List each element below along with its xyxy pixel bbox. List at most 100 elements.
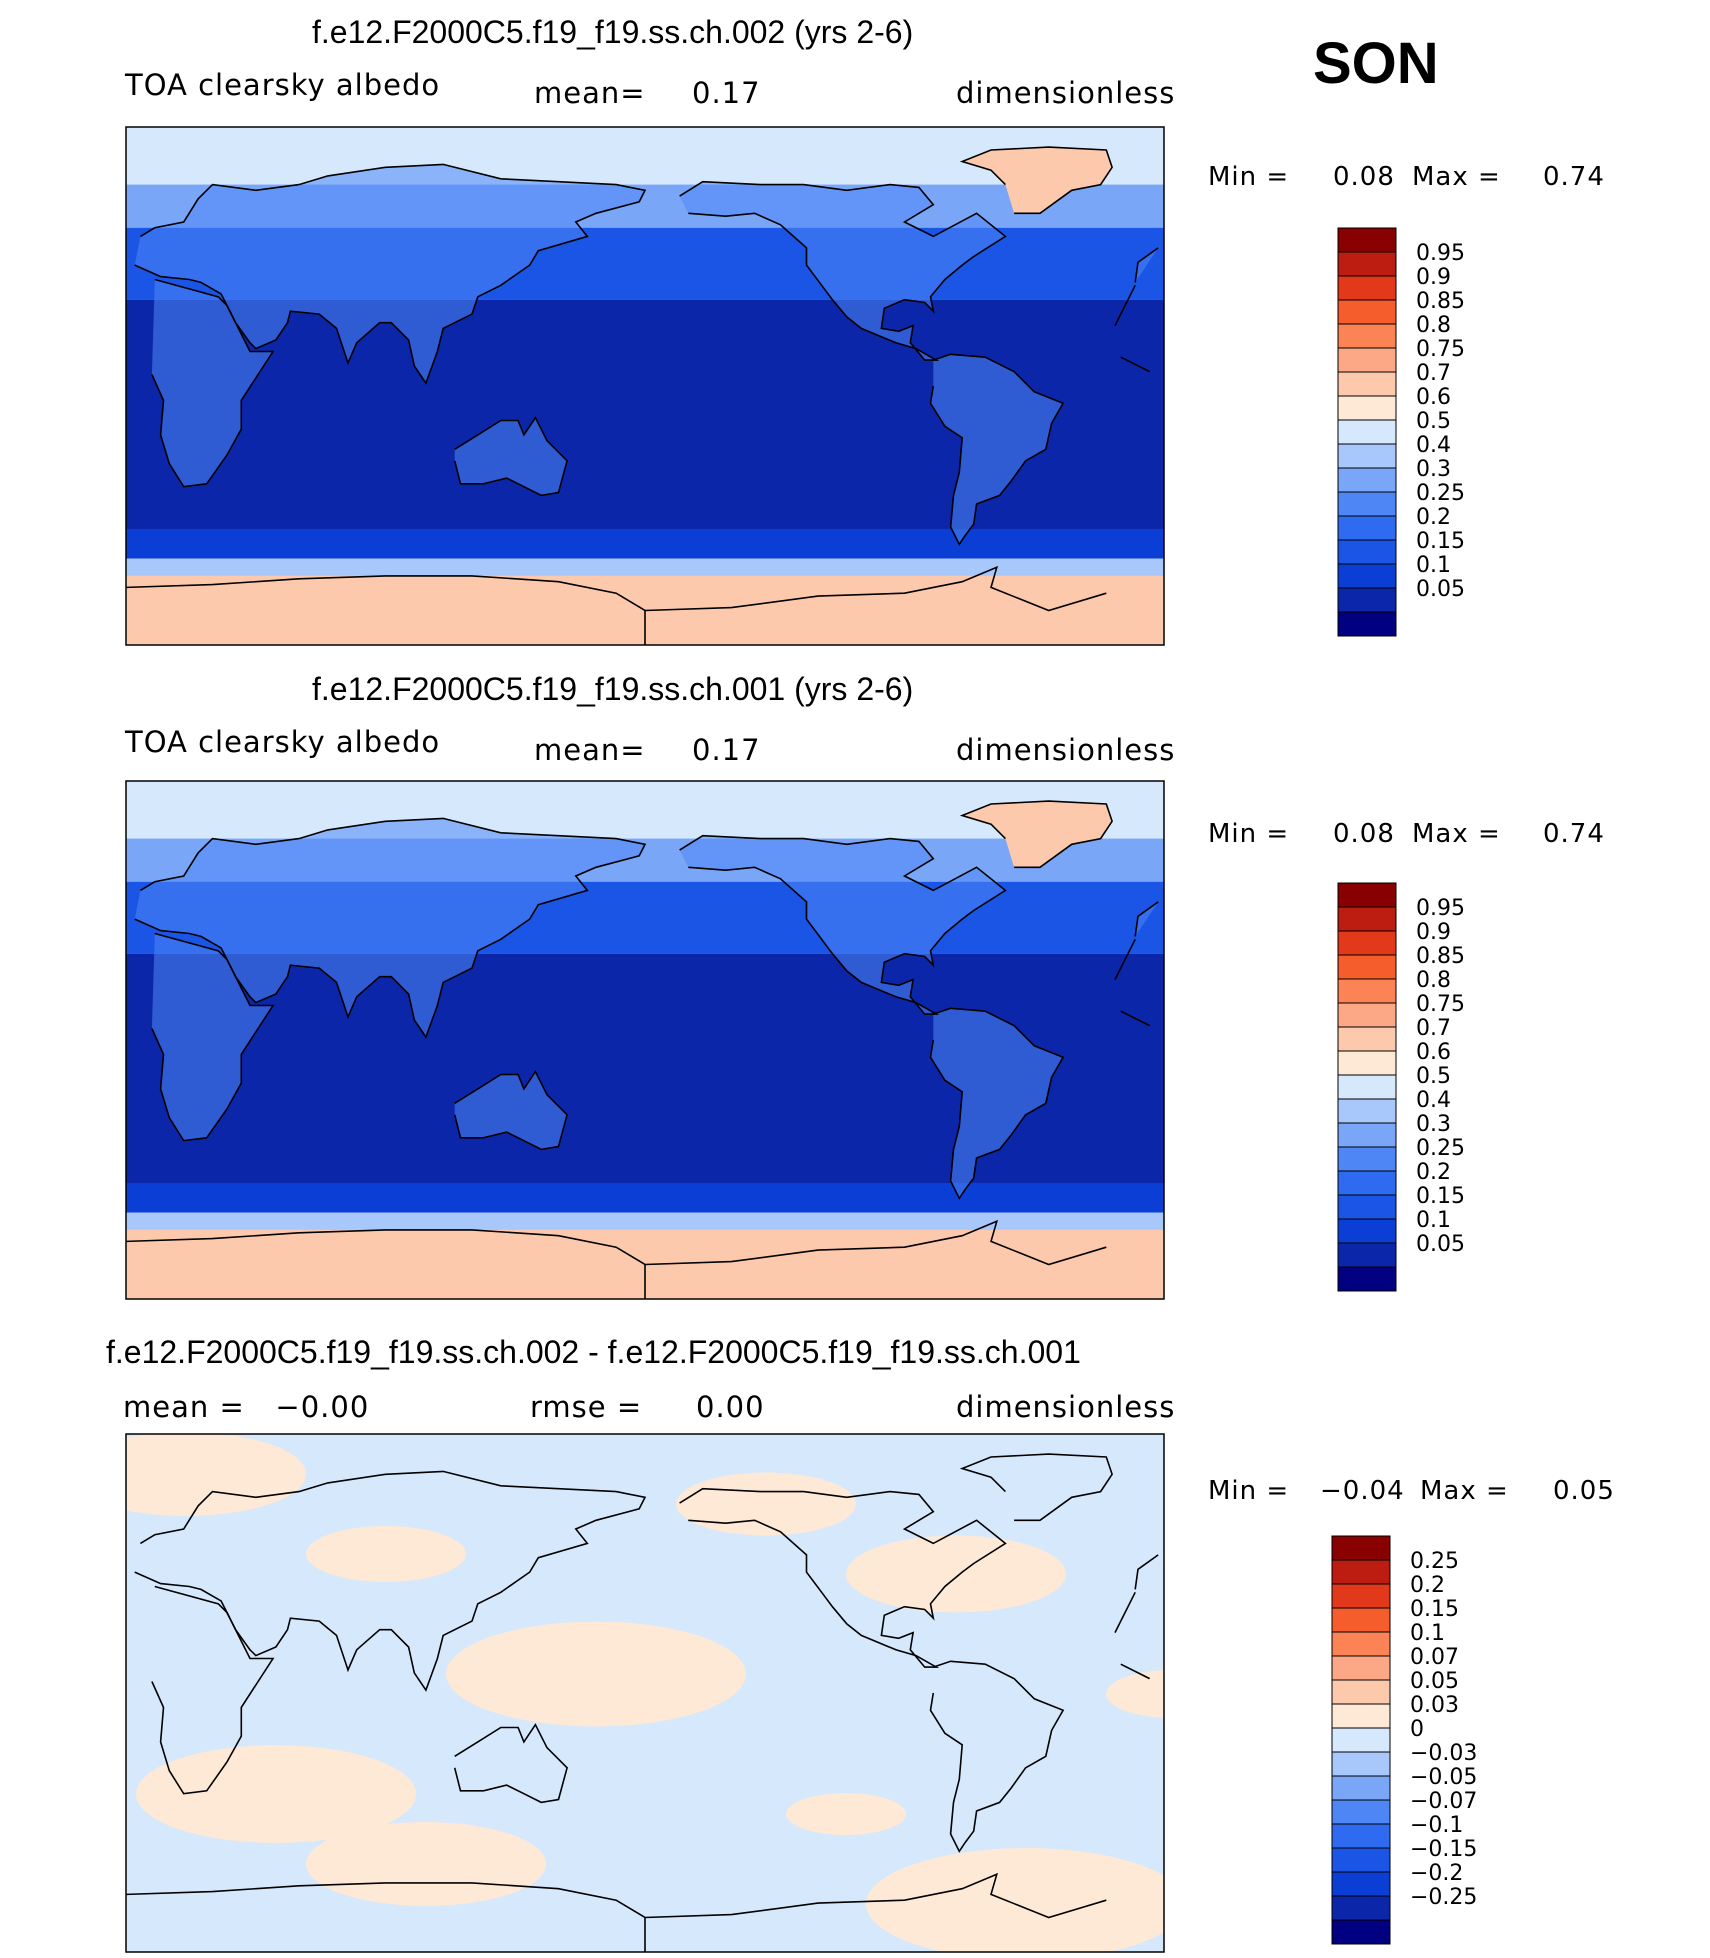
coastline-australia	[453, 1723, 568, 1804]
map-frame-2	[125, 780, 1165, 1300]
colorbar-swatch	[1337, 906, 1397, 932]
map-frame-1	[125, 126, 1165, 646]
land-field-australia	[454, 417, 568, 496]
colorbar-tick-label: 0.6	[1416, 385, 1451, 410]
panel-3-min-value: −0.04	[1320, 1476, 1405, 1506]
colorbar-tick-label: 0.15	[1410, 1597, 1459, 1622]
panel-3-rmse-label: rmse =	[530, 1390, 643, 1424]
colorbar-swatch	[1331, 1727, 1391, 1753]
colorbar-swatch	[1337, 1074, 1397, 1100]
colorbar-swatch	[1337, 515, 1397, 541]
colorbar-swatch	[1331, 1535, 1391, 1561]
coastline-antarctica	[126, 1872, 1107, 1952]
panel-1-min-label: Min =	[1208, 162, 1290, 192]
colorbar-swatch	[1331, 1703, 1391, 1729]
colorbar-swatch	[1331, 1823, 1391, 1849]
colorbar-tick-label: 0.85	[1416, 944, 1465, 969]
panel-2-variable: TOA clearsky albedo	[125, 725, 441, 759]
colorbar-tick-label: 0.05	[1416, 1232, 1465, 1257]
panel-1-min-value: 0.08	[1333, 162, 1395, 192]
diff-patch	[126, 1434, 306, 1516]
panel-3-units: dimensionless	[956, 1390, 1176, 1424]
diff-patch	[866, 1848, 1164, 1952]
map-panel-2	[125, 780, 1165, 1300]
colorbar-swatch	[1337, 539, 1397, 565]
coastline-australia	[453, 416, 568, 497]
panel-2-units: dimensionless	[956, 733, 1176, 767]
colorbar-swatch	[1337, 467, 1397, 493]
colorbar-swatch	[1331, 1895, 1391, 1921]
colorbar-swatch	[1331, 1559, 1391, 1585]
colorbar-tick-label: 0.5	[1416, 1064, 1451, 1089]
panel-2-title: f.e12.F2000C5.f19_f19.ss.ch.001 (yrs 2-6…	[312, 671, 914, 707]
colorbar-swatch	[1331, 1607, 1391, 1633]
colorbar-tick-label: −0.07	[1410, 1789, 1477, 1814]
field-band	[126, 529, 1164, 559]
colorbar-1: 0.950.90.850.80.750.70.60.50.40.30.250.2…	[1337, 227, 1465, 637]
colorbar-swatch	[1337, 1170, 1397, 1196]
colorbar-swatch	[1337, 275, 1397, 301]
colorbar-swatch	[1337, 371, 1397, 397]
land-field-s-america	[930, 1008, 1064, 1199]
colorbar-tick-label: −0.15	[1410, 1837, 1477, 1862]
colorbar-swatch	[1337, 1122, 1397, 1148]
colorbar-tick-label: −0.25	[1410, 1885, 1477, 1910]
colorbar-swatch	[1331, 1751, 1391, 1777]
field-band	[126, 1183, 1164, 1213]
panel-1-max-value: 0.74	[1543, 162, 1605, 192]
coastline-eurasia	[134, 817, 1159, 1039]
colorbar-tick-label: 0.03	[1410, 1693, 1459, 1718]
colorbar-tick-label: 0.75	[1416, 337, 1465, 362]
panel-2-mean-label: mean=	[534, 733, 646, 767]
colorbar-tick-label: 0.1	[1410, 1621, 1445, 1646]
coastline-antarctica	[126, 565, 1107, 645]
colorbar-tick-label: 0.6	[1416, 1040, 1451, 1065]
colorbar-tick-label: −0.1	[1410, 1813, 1463, 1838]
colorbar-swatch	[1331, 1799, 1391, 1825]
colorbar-tick-label: −0.05	[1410, 1765, 1477, 1790]
colorbar-swatch	[1337, 1146, 1397, 1172]
panel-1-variable: TOA clearsky albedo	[125, 68, 441, 102]
coastline-n-america	[679, 1487, 1007, 1668]
colorbar-tick-label: 0.95	[1416, 896, 1465, 921]
panel-1-mean-value: 0.17	[692, 76, 761, 110]
colorbar-swatch	[1337, 930, 1397, 956]
colorbar-swatch	[1337, 323, 1397, 349]
panel-3-rmse-value: 0.00	[696, 1390, 765, 1424]
panel-2-max-label: Max =	[1412, 819, 1501, 849]
map-frame-3	[125, 1433, 1165, 1953]
colorbar-tick-label: 0.2	[1416, 1160, 1451, 1185]
coastline-s-america	[929, 1660, 1065, 1853]
field-band	[126, 558, 1164, 576]
colorbar-tick-label: 0.9	[1416, 920, 1451, 945]
land-field-n-america	[679, 835, 1006, 1015]
colorbar-tick-label: 0.7	[1416, 1016, 1451, 1041]
land-field-eurasia	[134, 164, 1159, 384]
colorbar-swatch	[1337, 347, 1397, 373]
colorbar-tick-label: 0.2	[1416, 505, 1451, 530]
colorbar-swatch	[1337, 1026, 1397, 1052]
coastline-s-america	[929, 353, 1065, 546]
coastline-s-america	[929, 1007, 1065, 1200]
diff-patch	[306, 1822, 546, 1906]
colorbar-tick-label: 0.05	[1416, 577, 1465, 602]
panel-3-min-label: Min =	[1208, 1476, 1290, 1506]
colorbar-swatch	[1337, 611, 1397, 637]
panel-1-title: f.e12.F2000C5.f19_f19.ss.ch.002 (yrs 2-6…	[312, 14, 914, 50]
coastline-greenland	[959, 1453, 1113, 1522]
panel-3-title: f.e12.F2000C5.f19_f19.ss.ch.002 - f.e12.…	[106, 1334, 1081, 1370]
colorbar-tick-label: 0.25	[1416, 1136, 1465, 1161]
colorbar-swatch	[1337, 882, 1397, 908]
map-field-2	[126, 781, 1164, 1299]
colorbar-tick-label: 0.7	[1416, 361, 1451, 386]
colorbar-tick-label: 0.3	[1416, 457, 1451, 482]
diff-patch	[846, 1535, 1066, 1613]
colorbar-tick-label: 0.75	[1416, 992, 1465, 1017]
colorbar-swatch	[1337, 978, 1397, 1004]
diff-patch	[676, 1472, 856, 1536]
coastline-antarctica	[126, 1219, 1107, 1299]
colorbar-swatch	[1337, 419, 1397, 445]
colorbar-tick-label: 0.05	[1410, 1669, 1459, 1694]
coastline-n-america	[679, 834, 1007, 1015]
colorbar-swatch	[1337, 1266, 1397, 1292]
